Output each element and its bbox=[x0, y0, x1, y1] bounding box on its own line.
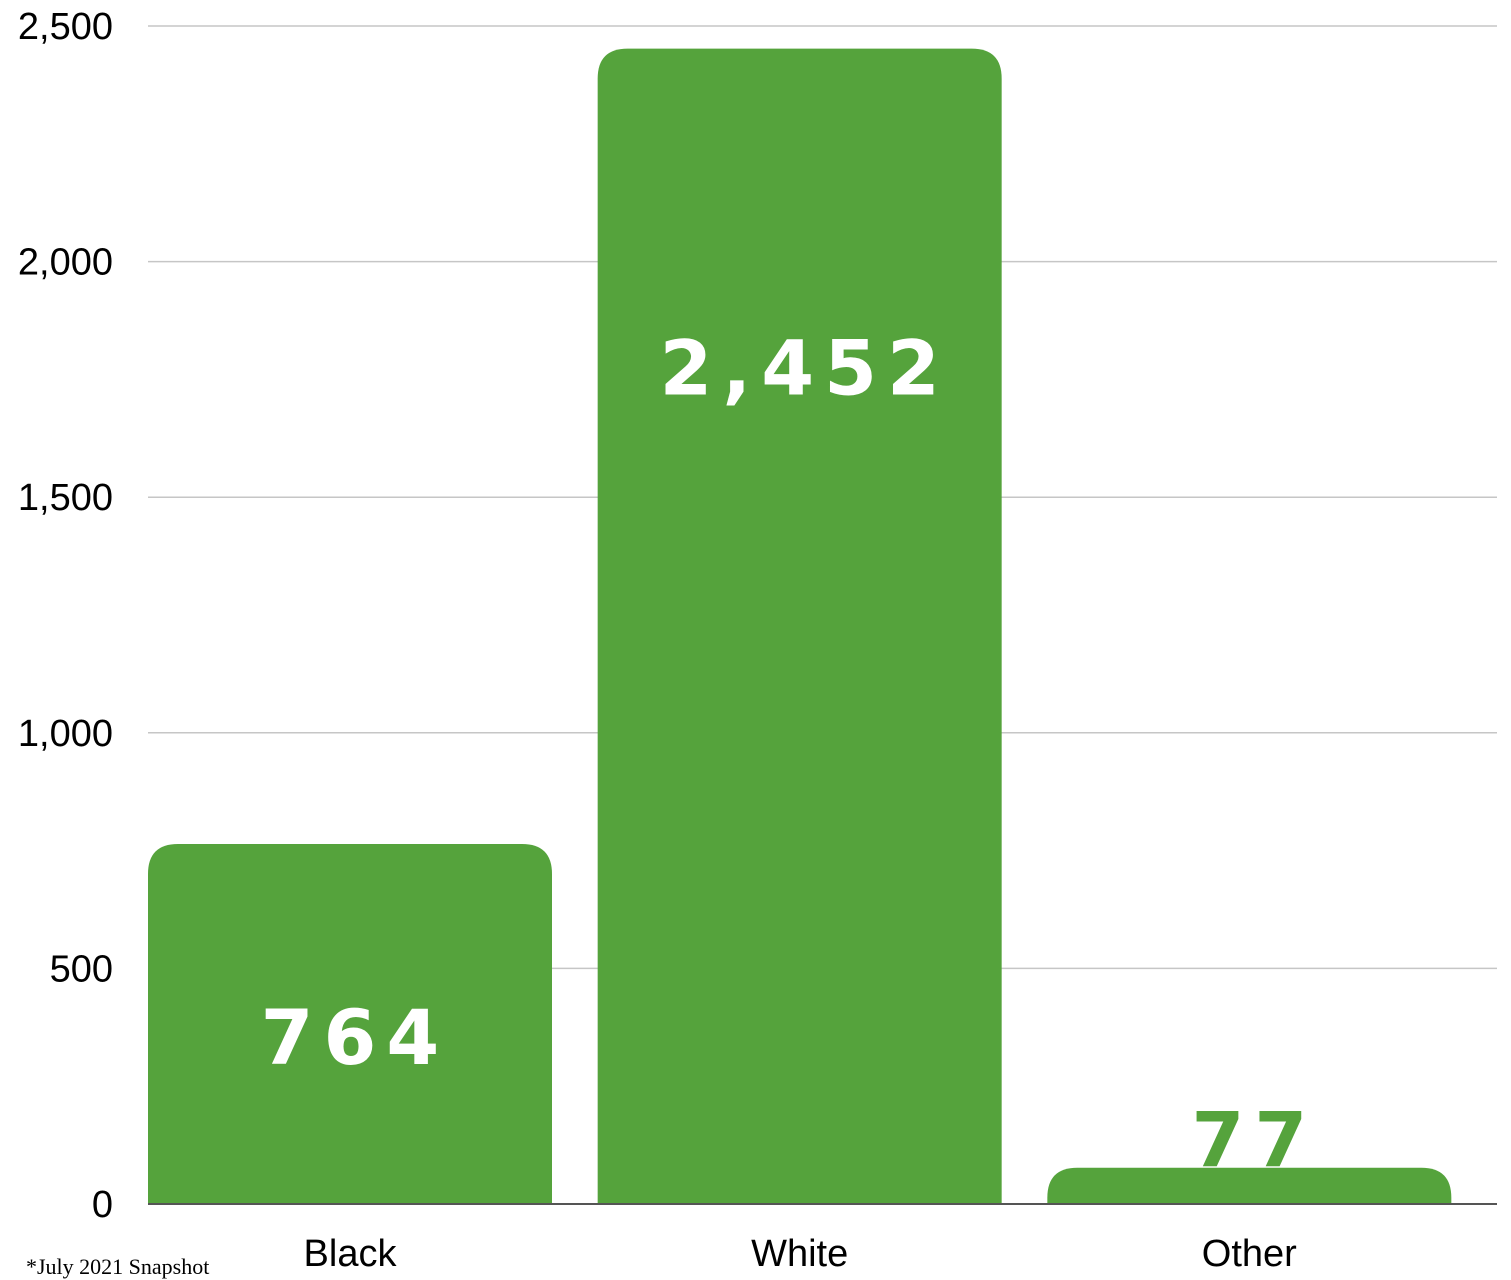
bar-black bbox=[148, 844, 552, 1204]
data-labels: 764 2,452 77 bbox=[261, 324, 1317, 1185]
bar-white bbox=[597, 48, 1002, 1205]
data-label-white: 2,452 bbox=[659, 324, 949, 413]
footnote: *July 2021 Snapshot bbox=[26, 1254, 210, 1279]
bar-other bbox=[1047, 1167, 1452, 1204]
x-category-label: Black bbox=[304, 1233, 398, 1272]
y-tick-label: 500 bbox=[50, 948, 113, 990]
y-axis-tick-labels: 0 500 1,000 1,500 2,000 2,500 bbox=[18, 6, 113, 1226]
y-tick-label: 2,500 bbox=[18, 6, 113, 48]
x-axis-category-labels: Black White Other bbox=[304, 1233, 1298, 1272]
y-tick-label: 0 bbox=[92, 1184, 113, 1226]
x-category-label: White bbox=[751, 1233, 848, 1272]
data-label-black: 764 bbox=[261, 993, 450, 1082]
x-category-label: Other bbox=[1202, 1233, 1297, 1272]
y-tick-label: 1,000 bbox=[18, 713, 113, 755]
bars bbox=[148, 48, 1452, 1205]
y-tick-label: 1,500 bbox=[18, 477, 113, 519]
data-label-other: 77 bbox=[1191, 1096, 1317, 1185]
y-tick-label: 2,000 bbox=[18, 242, 113, 284]
